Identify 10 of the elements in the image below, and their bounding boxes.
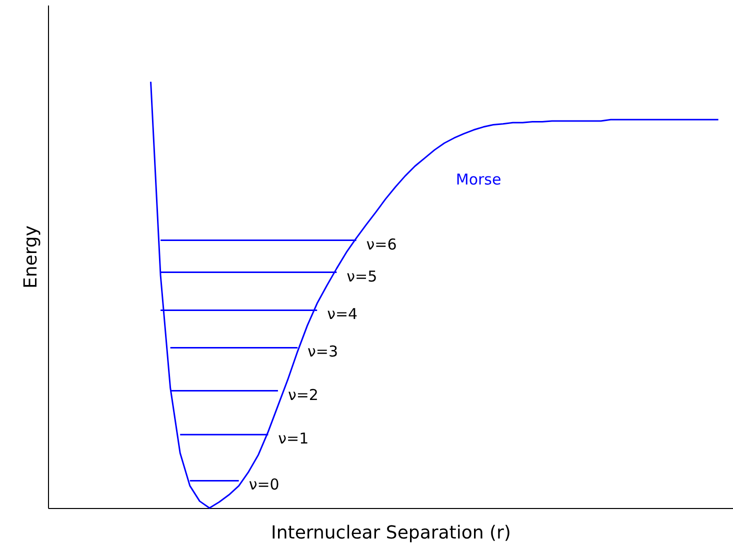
x-axis-title: Internuclear Separation (r) bbox=[271, 522, 511, 544]
series-label: ν=4 bbox=[327, 305, 358, 324]
series-label: Morse bbox=[456, 170, 502, 189]
series-label: ν=6 bbox=[366, 235, 397, 254]
y-axis-title: Energy bbox=[20, 225, 42, 289]
series-label: ν=2 bbox=[288, 386, 318, 404]
series-label: ν=1 bbox=[278, 430, 309, 448]
series-label: ν=0 bbox=[248, 476, 280, 494]
series-label: ν=5 bbox=[346, 267, 378, 286]
series-label: ν=3 bbox=[308, 342, 338, 361]
